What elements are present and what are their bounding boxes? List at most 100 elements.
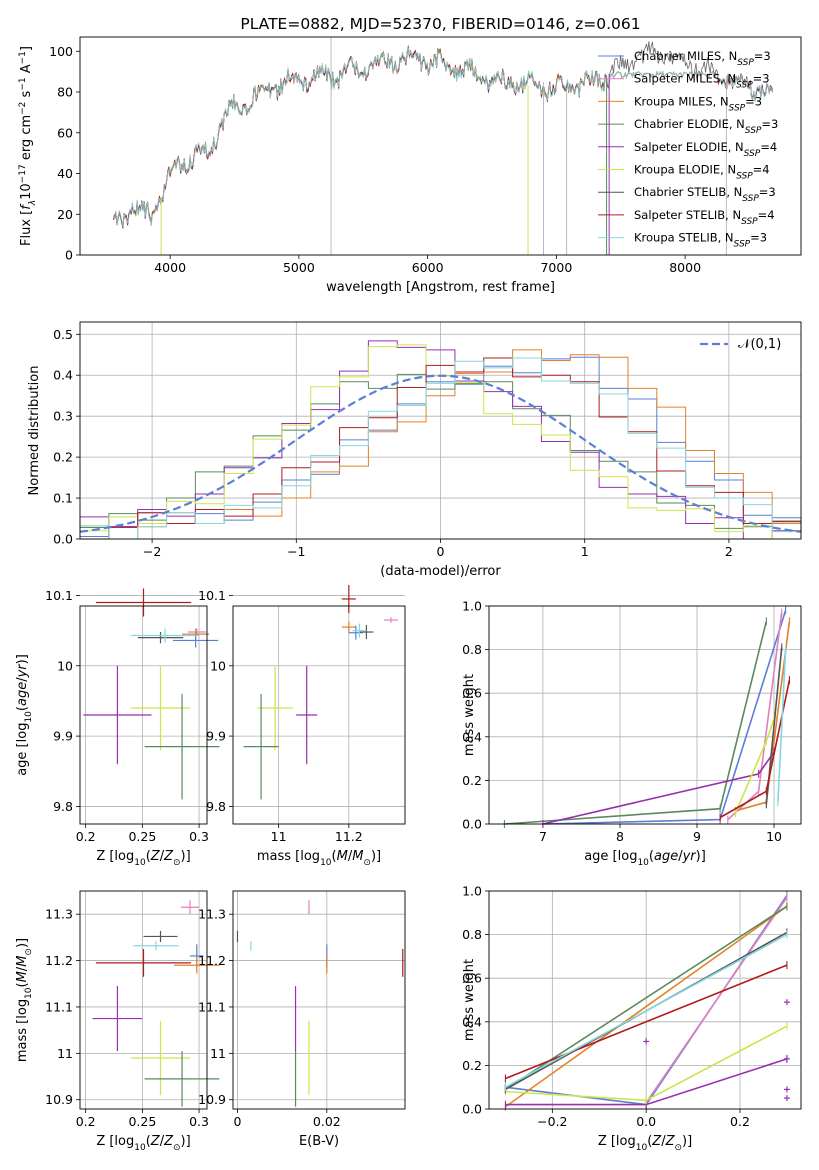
y-tick-label: 0.3 xyxy=(53,409,73,424)
x-tick-label: 8000 xyxy=(669,260,701,275)
x-tick-label: 0.3 xyxy=(189,1114,209,1129)
legend-label: Kroupa MILES, NSSP=3 xyxy=(634,94,762,113)
weight-line xyxy=(504,621,768,825)
weight-line xyxy=(542,610,787,825)
y-tick-label: 1.0 xyxy=(462,884,482,899)
legend-label: Chabrier STELIB, NSSP=3 xyxy=(634,185,776,204)
x-axis-label: mass [log10(M/M⊙)] xyxy=(257,849,381,868)
y-tick-label: 0.8 xyxy=(462,642,482,657)
spectrum-panel: 4000 5000 6000 7000 8000 0 20 40 60 80 100 Chabrier… xyxy=(18,15,802,295)
chart-title: PLATE=0882, MJD=52370, FIBERID=0146, z=0… xyxy=(240,15,640,33)
x-axis-label: Z [log10(Z/Z⊙)] xyxy=(96,849,190,868)
axes-frame xyxy=(79,605,208,825)
y-tick-label: 20 xyxy=(57,207,73,222)
y-tick-label: 11 xyxy=(57,1046,73,1061)
x-axis-label: wavelength [Angstrom, rest frame] xyxy=(326,280,555,295)
x-tick-label: 0.2 xyxy=(730,1114,750,1129)
y-tick-label: 0.6 xyxy=(462,971,482,986)
x-tick-label: 6000 xyxy=(412,260,444,275)
y-tick-label: 11.1 xyxy=(45,999,73,1014)
x-tick-label: 5000 xyxy=(283,260,315,275)
weight-line xyxy=(505,933,788,1088)
x-tick-label: 0.0 xyxy=(636,1114,656,1129)
x-axis-label: Z [log10(Z/Z⊙)] xyxy=(598,1134,692,1153)
y-tick-label: 0.1 xyxy=(53,491,73,506)
x-tick-label: 0.2 xyxy=(76,829,96,844)
x-tick-label: 9 xyxy=(693,829,701,844)
normal-curve xyxy=(79,374,802,533)
age-mass-weight-panel: 7 8 9 10 0.0 0.2 0.4 0.6 0.8 1.0 age [log10(age/yr… xyxy=(462,599,802,868)
y-tick-label: 0.6 xyxy=(462,686,482,701)
y-tick-label: 11.1 xyxy=(198,999,226,1014)
weight-line xyxy=(504,905,788,1108)
y-tick-label: 0.0 xyxy=(53,532,73,547)
y-tick-label: 9.9 xyxy=(206,729,226,744)
y-tick-label: 0.2 xyxy=(462,1058,482,1073)
legend-label: Kroupa STELIB, NSSP=3 xyxy=(634,231,767,250)
y-tick-label: 0.4 xyxy=(462,729,482,744)
mass-vs-age-panel: 11 11.2 9.8 9.9 10 10.1 mass [log10(M/M⊙)] xyxy=(198,584,406,868)
weight-line xyxy=(734,719,775,814)
axes-frame xyxy=(232,890,406,1110)
metallicity-vs-mass-panel: 0.2 0.25 0.3 10.9 11 11.1 11.2 11.3 Z [log10(Z/Z… xyxy=(15,890,220,1153)
y-tick-label: 11.2 xyxy=(45,953,73,968)
x-tick-label: 0.25 xyxy=(128,829,156,844)
residual-histogram-panel: −2 −1 0 1 2 0.0 0.1 0.2 0.3 0.4 0.5 𝒩(0,1) (data-mod… xyxy=(27,321,802,579)
y-tick-label: 0 xyxy=(65,248,73,263)
y-tick-label: 0.0 xyxy=(462,817,482,832)
legend-label: Salpeter STELIB, NSSP=4 xyxy=(634,208,775,227)
y-tick-label: 10 xyxy=(57,658,73,673)
axes-frame xyxy=(79,36,802,256)
histogram-series xyxy=(79,357,802,540)
y-tick-label: 10.9 xyxy=(198,1092,226,1107)
y-tick-label: 40 xyxy=(57,166,73,181)
y-tick-label: 0.2 xyxy=(462,773,482,788)
legend-label: Salpeter ELODIE, NSSP=4 xyxy=(634,140,777,159)
axes-frame xyxy=(488,605,802,825)
y-axis-label: mass weight xyxy=(462,674,477,756)
spectrum-line xyxy=(113,47,774,227)
x-tick-label: 0.2 xyxy=(76,1114,96,1129)
y-axis-label: age [log10(age/yr)] xyxy=(15,654,34,776)
y-tick-label: 80 xyxy=(57,85,73,100)
legend: Chabrier MILES, NSSP=3 Salpeter MILES, NS… xyxy=(598,49,778,250)
axes-frame xyxy=(232,605,406,825)
x-tick-label: 1 xyxy=(581,544,589,559)
x-tick-label: 0.25 xyxy=(128,1114,156,1129)
x-tick-label: 8 xyxy=(616,829,624,844)
x-axis-label: (data-model)/error xyxy=(380,564,501,579)
y-axis-label: Flux [fλ10−17 erg cm−2 s−1 A−1] xyxy=(18,46,38,246)
y-tick-label: 0.4 xyxy=(462,1014,482,1029)
x-tick-label: 11 xyxy=(271,829,287,844)
x-tick-label: 7000 xyxy=(540,260,572,275)
legend-label: Chabrier ELODIE, NSSP=3 xyxy=(634,117,778,136)
y-tick-label: 11.3 xyxy=(198,907,226,922)
y-tick-label: 11.3 xyxy=(45,907,73,922)
legend-label: Salpeter MILES, NSSP=3 xyxy=(634,72,770,91)
x-tick-label: −1 xyxy=(287,544,305,559)
axes-frame xyxy=(79,890,208,1110)
y-tick-label: 10.1 xyxy=(45,588,73,603)
legend-label: Kroupa ELODIE, NSSP=4 xyxy=(634,163,770,182)
x-tick-label: −2 xyxy=(143,544,161,559)
x-tick-label: 0 xyxy=(437,544,445,559)
weight-line xyxy=(645,897,788,1103)
axes-frame xyxy=(488,890,802,1110)
metallicity-mass-weight-panel: −0.2 0.0 0.2 0.0 0.2 0.4 0.6 0.8 1.0 Z [log10(Z/Z… xyxy=(462,884,802,1153)
x-tick-label: 0.02 xyxy=(313,1114,341,1129)
y-tick-label: 9.9 xyxy=(53,729,73,744)
y-tick-label: 11 xyxy=(210,1046,226,1061)
weight-line xyxy=(505,964,788,1080)
axes-frame xyxy=(79,321,802,540)
y-tick-label: 10 xyxy=(210,658,226,673)
x-tick-label: 11.2 xyxy=(335,829,363,844)
extinction-vs-mass-panel: 0 0.02 10.9 11 11.1 11.2 11.3 E(B-V) xyxy=(198,890,406,1149)
y-tick-label: 9.8 xyxy=(206,799,226,814)
x-axis-label: Z [log10(Z/Z⊙)] xyxy=(96,1134,190,1153)
y-tick-label: 0.8 xyxy=(462,927,482,942)
metallicity-vs-age-panel: 0.2 0.25 0.3 9.8 9.9 10 10.1 Z [log10(Z/Z⊙)] age… xyxy=(15,588,220,868)
x-axis-label: E(B-V) xyxy=(299,1134,339,1149)
x-tick-label: 2 xyxy=(725,544,733,559)
y-tick-label: 0.2 xyxy=(53,450,73,465)
